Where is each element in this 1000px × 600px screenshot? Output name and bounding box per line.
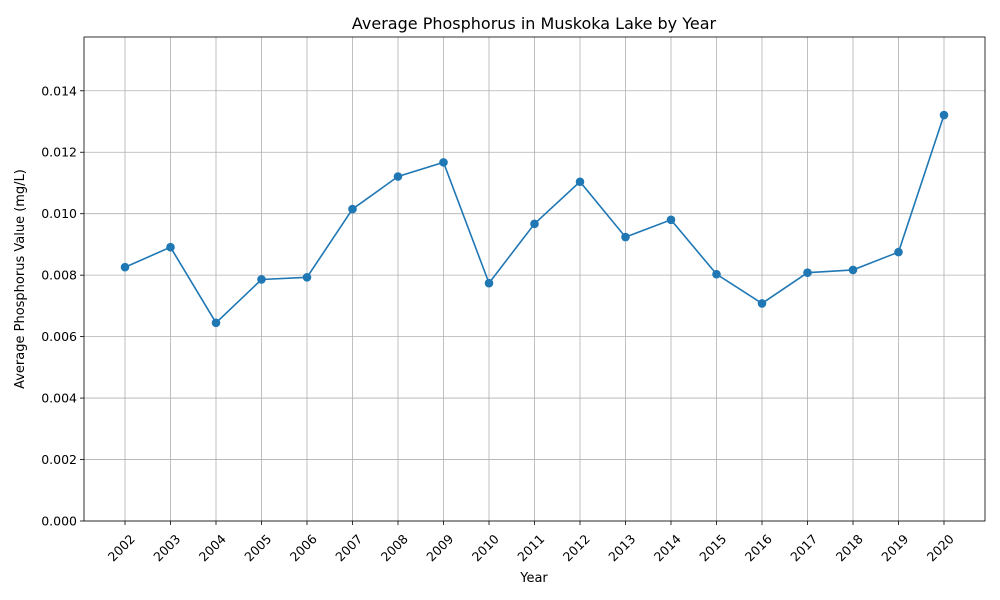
x-tick-label: 2002 xyxy=(105,531,138,564)
series-group xyxy=(120,110,949,328)
data-point xyxy=(120,262,130,272)
y-tick-label: 0.002 xyxy=(41,452,77,467)
plot-frame xyxy=(83,36,986,522)
data-point xyxy=(439,158,448,167)
y-tick-label: 0.008 xyxy=(41,268,77,283)
grid xyxy=(84,37,985,522)
x-tick-label: 2011 xyxy=(514,531,547,564)
data-point xyxy=(848,265,858,275)
data-point xyxy=(803,268,812,278)
x-tick-label: 2009 xyxy=(423,531,456,564)
x-tick-label: 2019 xyxy=(878,531,911,564)
data-point xyxy=(530,219,539,229)
y-tick-label: 0.012 xyxy=(41,145,77,160)
x-tick-label: 2010 xyxy=(469,531,502,564)
x-tick-label: 2004 xyxy=(196,531,229,564)
x-tick-label: 2012 xyxy=(560,531,593,564)
x-tick-label: 2008 xyxy=(378,531,411,564)
data-point xyxy=(257,275,266,284)
data-point xyxy=(757,299,767,308)
y-tick-label: 0.010 xyxy=(41,206,77,221)
x-tick-label: 2016 xyxy=(742,531,775,564)
x-axis-ticks: 2002 2003 2004 2005 2006 2007 2008 2009 2010 2011… xyxy=(105,521,957,564)
y-tick-label: 0.004 xyxy=(41,391,77,406)
data-point xyxy=(211,318,221,328)
data-point xyxy=(575,177,585,187)
x-tick-label: 2020 xyxy=(924,531,957,564)
data-point xyxy=(939,110,949,120)
y-axis-ticks: 0.000 0.002 0.004 0.006 0.008 0.010 0.012 0.014 xyxy=(41,83,84,529)
data-point xyxy=(712,269,721,279)
data-point xyxy=(393,172,403,181)
data-point xyxy=(621,232,630,242)
x-tick-label: 2013 xyxy=(605,531,638,564)
x-tick-label: 2007 xyxy=(332,531,365,564)
x-tick-label: 2017 xyxy=(787,531,820,564)
y-axis-label: Average Phosphorus Value (mg/L) xyxy=(13,169,28,389)
chart-title: Average Phosphorus in Muskoka Lake by Ye… xyxy=(352,14,717,33)
data-point xyxy=(894,247,903,257)
x-tick-label: 2015 xyxy=(696,531,729,564)
data-point xyxy=(302,273,312,282)
x-tick-label: 2018 xyxy=(833,531,866,564)
data-point xyxy=(666,215,676,225)
x-tick-label: 2005 xyxy=(241,531,274,564)
y-tick-label: 0.006 xyxy=(41,329,77,344)
y-tick-label: 0.000 xyxy=(41,514,77,529)
x-tick-label: 2003 xyxy=(150,531,183,564)
x-tick-label: 2014 xyxy=(651,531,684,564)
data-point xyxy=(348,204,357,214)
x-tick-label: 2006 xyxy=(287,531,320,564)
data-point xyxy=(484,278,494,288)
x-axis-label: Year xyxy=(519,571,548,586)
data-point xyxy=(166,242,175,252)
y-tick-label: 0.014 xyxy=(41,83,77,98)
